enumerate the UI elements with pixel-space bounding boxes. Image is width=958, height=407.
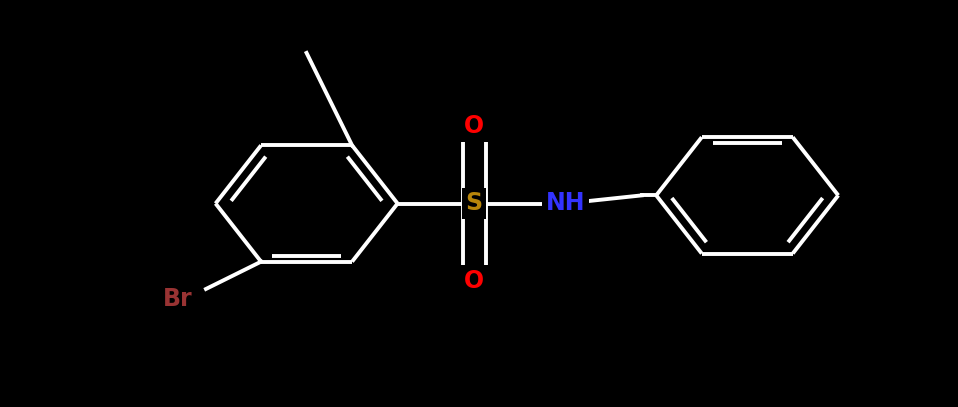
Text: O: O [464, 269, 485, 293]
Text: S: S [466, 192, 483, 215]
Text: O: O [464, 114, 485, 138]
Text: Br: Br [163, 287, 192, 311]
Text: NH: NH [545, 192, 585, 215]
